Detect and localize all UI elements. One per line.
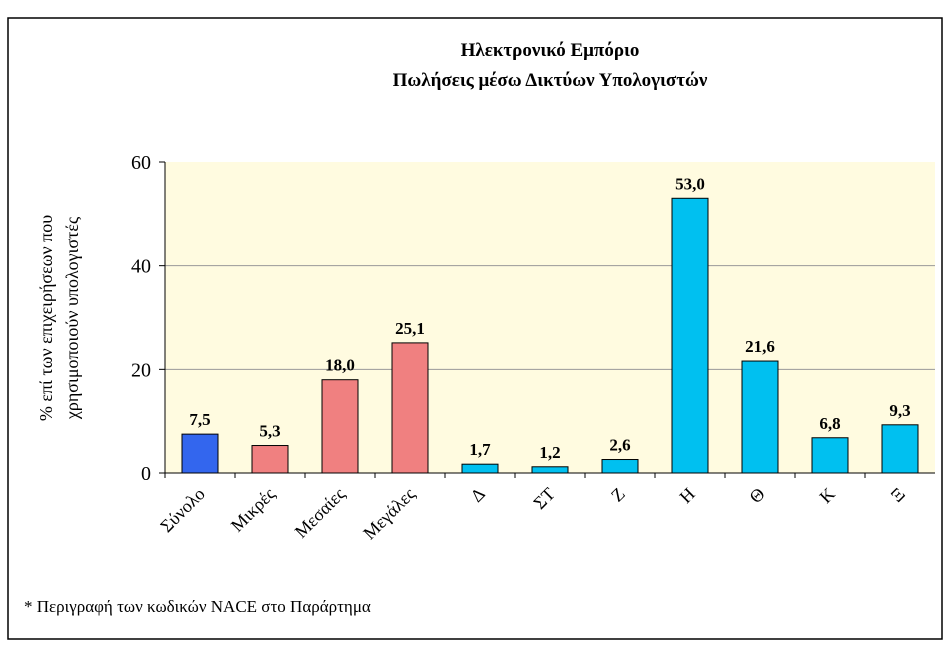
bar bbox=[461, 463, 499, 474]
y-tick-label: 20 bbox=[131, 359, 151, 381]
bar bbox=[181, 433, 219, 474]
bar bbox=[811, 437, 849, 474]
y-axis-label-line: % επί των επιχειρήσεων που bbox=[36, 215, 56, 421]
plot-area bbox=[165, 162, 935, 473]
data-label: 25,1 bbox=[395, 319, 425, 338]
y-axis-label-line: χρησιμοποιούν υπολογιστές bbox=[62, 217, 82, 420]
bar bbox=[741, 360, 779, 474]
data-label: 1,2 bbox=[539, 443, 560, 462]
data-label: 9,3 bbox=[889, 401, 910, 420]
bar bbox=[391, 342, 429, 474]
chart-subtitle: Πωλήσεις μέσω Δικτύων Υπολογιστών bbox=[393, 70, 708, 91]
data-label: 21,6 bbox=[745, 337, 775, 356]
y-tick-label: 60 bbox=[131, 152, 151, 174]
bar bbox=[321, 379, 359, 474]
bar bbox=[531, 466, 569, 474]
bar bbox=[251, 445, 289, 474]
data-label: 53,0 bbox=[675, 174, 705, 193]
footnote: * Περιγραφή των κωδικών NACE στο Παράρτη… bbox=[24, 597, 371, 616]
y-axis-label: % επί των επιχειρήσεων που χρησιμοποιούν… bbox=[36, 215, 82, 421]
data-label: 5,3 bbox=[259, 422, 280, 441]
y-tick-label: 40 bbox=[131, 256, 151, 278]
data-label: 7,5 bbox=[189, 410, 210, 429]
data-label: 6,8 bbox=[819, 414, 840, 433]
bar bbox=[671, 197, 709, 474]
data-label: 2,6 bbox=[609, 436, 630, 455]
y-tick-label: 0 bbox=[141, 463, 151, 485]
chart-title: Ηλεκτρονικό Εμπόριο bbox=[461, 40, 640, 61]
bar bbox=[601, 459, 639, 474]
bar bbox=[881, 424, 919, 474]
data-label: 18,0 bbox=[325, 356, 355, 375]
data-label: 1,7 bbox=[469, 440, 491, 459]
